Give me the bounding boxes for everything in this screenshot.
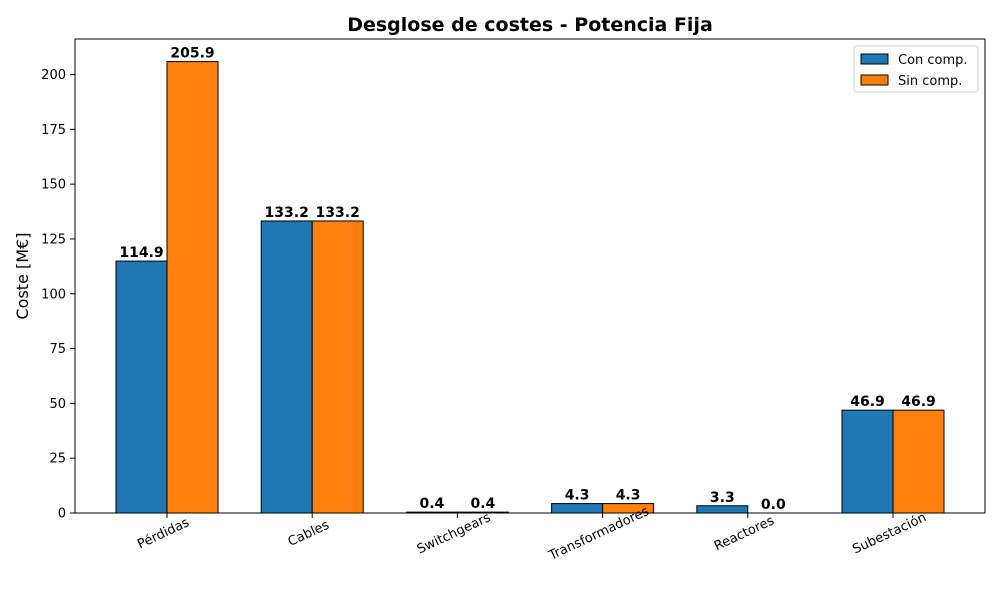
bar — [841, 409, 894, 514]
x-tick-label: Subestación — [850, 510, 928, 557]
bar — [551, 503, 604, 514]
y-tick-label: 200 — [41, 68, 66, 83]
bar — [311, 220, 364, 514]
data-label: 4.3 — [616, 488, 641, 504]
data-label: 0.4 — [419, 496, 444, 512]
legend-swatch — [860, 53, 889, 65]
legend-swatch — [860, 74, 889, 86]
y-tick-label: 175 — [41, 123, 66, 138]
bars-group — [115, 61, 945, 514]
data-label: 46.9 — [850, 394, 885, 410]
y-ticks-group: 0 25 50 75 100 125 150 175 200 — [41, 68, 75, 522]
x-tick-label: Cables — [286, 518, 332, 550]
y-tick-label: 100 — [41, 287, 66, 302]
data-label: 205.9 — [170, 46, 214, 62]
bar — [260, 220, 313, 514]
data-label: 46.9 — [901, 394, 936, 410]
chart-title: Desglose de costes - Potencia Fija — [347, 14, 713, 36]
y-tick-label: 125 — [41, 232, 66, 247]
data-label: 0.4 — [470, 496, 495, 512]
legend: Con comp. Sin comp. — [853, 45, 979, 93]
data-label: 4.3 — [565, 488, 590, 504]
x-tick-label: Switchgears — [415, 510, 493, 557]
data-label: 133.2 — [316, 205, 360, 221]
legend-label: Sin comp. — [898, 74, 962, 89]
y-tick-label: 25 — [49, 452, 66, 467]
y-tick-label: 75 — [49, 342, 66, 357]
data-labels-group: 114.9 205.9 133.2 133.2 0.4 0.4 4.3 4.3 3.3 0.0 46… — [119, 46, 935, 513]
bar — [696, 505, 749, 514]
y-axis-label: Coste [M€] — [13, 233, 32, 320]
data-label: 3.3 — [710, 490, 735, 506]
data-label: 133.2 — [265, 205, 309, 221]
x-tick-label: Pérdidas — [135, 515, 192, 552]
data-label: 0.0 — [761, 497, 786, 513]
bar — [115, 260, 168, 514]
plot-background — [75, 39, 985, 513]
x-tick-label: Reactores — [712, 513, 777, 554]
data-label: 114.9 — [119, 245, 163, 261]
bar — [892, 409, 945, 514]
y-tick-label: 0 — [58, 507, 66, 522]
bar — [166, 61, 219, 514]
legend-label: Con comp. — [898, 53, 968, 68]
plot-frame — [74, 38, 986, 514]
y-tick-label: 150 — [41, 178, 66, 193]
y-tick-label: 50 — [49, 397, 66, 412]
